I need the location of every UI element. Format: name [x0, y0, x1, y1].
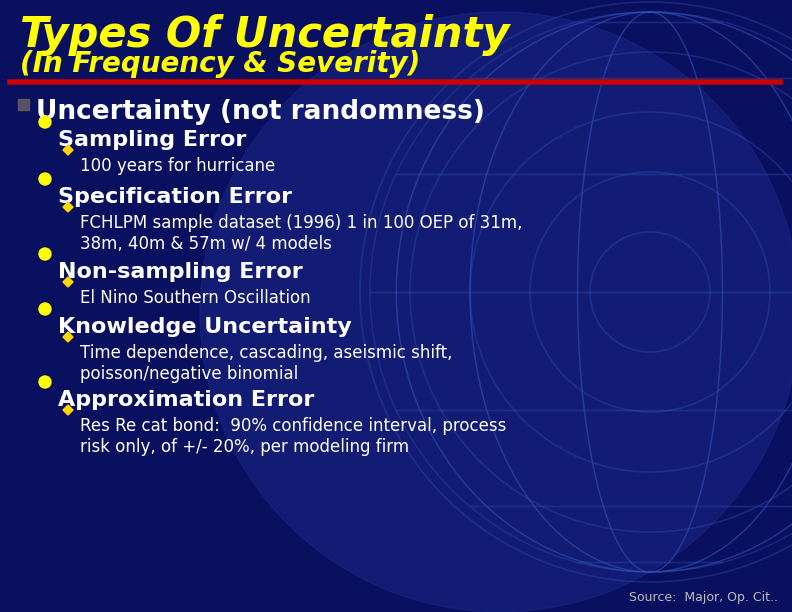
Bar [18, 99, 29, 110]
Text: Sampling Error: Sampling Error [58, 130, 246, 150]
Text: Knowledge Uncertainty: Knowledge Uncertainty [58, 317, 352, 337]
Text: (In Frequency & Severity): (In Frequency & Severity) [20, 50, 421, 78]
Text: Source:  Major, Op. Cit..: Source: Major, Op. Cit.. [629, 591, 778, 604]
Text: Types Of Uncertainty: Types Of Uncertainty [20, 14, 509, 56]
Circle shape [39, 116, 51, 128]
Polygon shape [63, 332, 73, 342]
Text: Approximation Error: Approximation Error [58, 390, 314, 410]
Circle shape [39, 376, 51, 388]
Text: El Nino Southern Oscillation: El Nino Southern Oscillation [80, 289, 310, 307]
Polygon shape [63, 202, 73, 212]
Circle shape [39, 303, 51, 315]
Text: FCHLPM sample dataset (1996) 1 in 100 OEP of 31m,
38m, 40m & 57m w/ 4 models: FCHLPM sample dataset (1996) 1 in 100 OE… [80, 214, 523, 253]
Polygon shape [63, 145, 73, 155]
Circle shape [39, 173, 51, 185]
Polygon shape [63, 405, 73, 415]
Text: Specification Error: Specification Error [58, 187, 292, 207]
Circle shape [39, 248, 51, 260]
Text: Time dependence, cascading, aseismic shift,
poisson/negative binomial: Time dependence, cascading, aseismic shi… [80, 344, 452, 382]
Text: Res Re cat bond:  90% confidence interval, process
risk only, of +/- 20%, per mo: Res Re cat bond: 90% confidence interval… [80, 417, 506, 456]
Text: Non-sampling Error: Non-sampling Error [58, 262, 303, 282]
Polygon shape [63, 277, 73, 287]
Text: Uncertainty (not randomness): Uncertainty (not randomness) [36, 99, 485, 125]
Bar [19, 100, 28, 109]
Circle shape [200, 12, 792, 612]
Text: 100 years for hurricane: 100 years for hurricane [80, 157, 276, 175]
Bar [18, 99, 29, 110]
